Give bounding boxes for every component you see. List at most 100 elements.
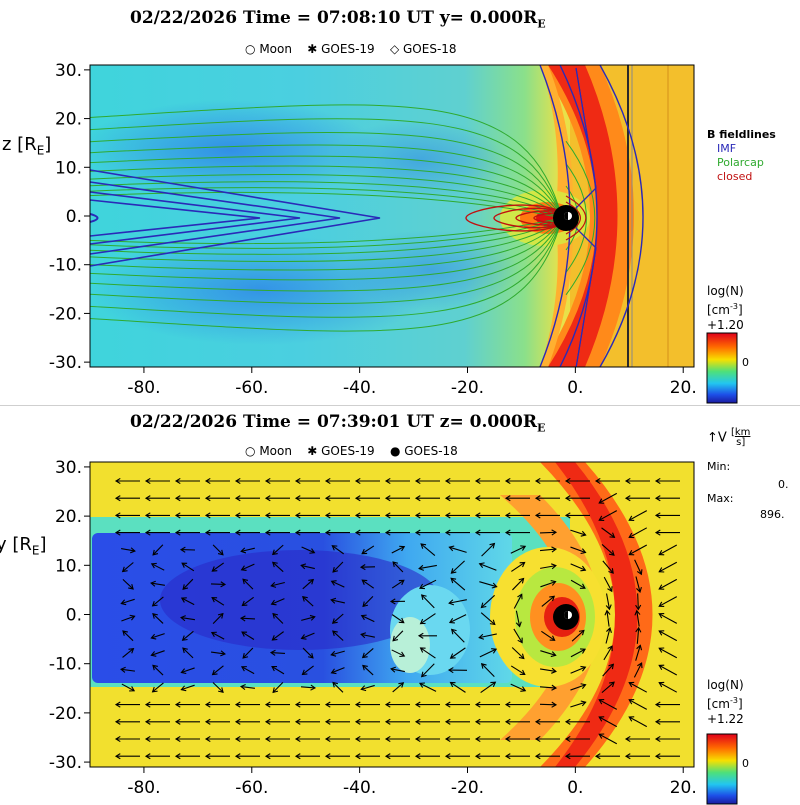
velocity-arrowhead — [389, 598, 396, 605]
velocity-arrowhead — [204, 701, 211, 708]
velocity-arrowhead — [519, 669, 526, 676]
velocity-arrowhead — [384, 512, 391, 519]
velocity-arrow — [510, 545, 526, 554]
velocity-arrowhead — [444, 495, 451, 502]
velocity-arrow — [637, 593, 639, 610]
velocity-arrowhead — [271, 635, 278, 641]
velocity-arrow — [636, 627, 640, 644]
velocity-arrow — [540, 668, 556, 672]
bottom-x-tick-label: 20. — [670, 778, 697, 798]
bottom-y-tick-label: 0. — [66, 606, 82, 626]
velocity-arrowhead — [332, 566, 339, 573]
velocity-arrowhead — [300, 634, 307, 640]
top-x-tick-label: 0. — [567, 378, 583, 398]
panel-divider — [0, 405, 800, 406]
velocity-arrow — [180, 616, 196, 621]
velocity-arrowhead — [450, 628, 457, 635]
velocity-arrowhead — [504, 512, 511, 519]
velocity-arrow — [510, 683, 526, 692]
velocity-arrowhead — [150, 651, 157, 657]
imf-fieldline — [559, 65, 598, 367]
velocity-arrow — [658, 596, 678, 607]
velocity-arrowhead — [419, 647, 426, 653]
polarcap-fieldline — [90, 217, 563, 292]
velocity-arrowhead — [354, 718, 361, 725]
velocity-arrowhead — [264, 512, 271, 519]
bottom-colorbar-mid: 0 — [742, 757, 749, 770]
fieldline-legend-title: B fieldlines — [707, 128, 776, 141]
velocity-arrowhead — [330, 650, 337, 657]
velocity-arrow — [212, 682, 224, 693]
goes19-marker-icon-2: ✱ — [307, 444, 318, 458]
moon-marker-label: Moon — [259, 42, 292, 56]
velocity-arrow — [606, 610, 610, 627]
velocity-arrow — [272, 613, 284, 624]
velocity-arrowhead — [474, 701, 481, 708]
velocity-arrowhead — [122, 630, 128, 636]
velocity-arrowhead — [239, 615, 246, 622]
velocity-arrow — [270, 651, 286, 655]
velocity-arrowhead — [361, 548, 368, 555]
velocity-arrowhead — [392, 561, 399, 567]
velocity-arrowhead — [449, 653, 456, 659]
velocity-arrowhead — [449, 681, 456, 688]
velocity-arrowhead — [361, 579, 368, 585]
velocity-arrowhead — [324, 718, 331, 725]
velocity-arrowhead — [564, 477, 571, 485]
velocity-arrow — [602, 663, 614, 677]
velocity-arrowhead — [654, 701, 661, 708]
velocity-arrow — [332, 613, 344, 624]
velocity-arrow — [481, 594, 495, 608]
velocity-arrow — [151, 563, 165, 571]
bottom-y-tick-label: -20. — [49, 704, 82, 724]
velocity-arrow — [511, 562, 525, 572]
velocity-arrow — [211, 631, 225, 640]
velocity-arrow — [658, 613, 678, 624]
top-y-axis-label: z [RE] — [2, 134, 52, 158]
velocity-arrow — [598, 716, 618, 728]
velocity-arrowhead — [594, 753, 601, 760]
top-title: 02/22/2026 Time = 07:08:10 UT y= 0.000RE — [130, 8, 546, 31]
bottom-x-tick-label: -60. — [235, 778, 268, 798]
polarcap-fieldline — [90, 217, 563, 318]
velocity-arrow — [241, 631, 255, 640]
velocity-arrowhead — [489, 619, 496, 626]
velocity-arrowhead — [384, 495, 391, 502]
velocity-arrow — [361, 579, 375, 589]
top-y-tick-label: 20. — [55, 110, 82, 130]
velocity-arrowhead — [658, 664, 665, 670]
velocity-arrowhead — [534, 477, 541, 485]
velocity-arrowhead — [330, 668, 337, 675]
velocity-arrowhead — [628, 681, 635, 688]
velocity-arrowhead — [144, 735, 151, 743]
velocity-arrowhead — [418, 682, 425, 688]
velocity-arrowhead — [204, 512, 211, 519]
velocity-arrow — [152, 596, 164, 607]
velocity-arrowhead — [354, 529, 361, 536]
polarcap-fieldline — [565, 140, 596, 296]
top-y-tick-label: -30. — [49, 353, 82, 373]
bottom-y-axis-label: y [RE] — [0, 534, 47, 558]
velocity-arrow — [301, 546, 315, 554]
velocity-arrowhead — [551, 684, 558, 691]
velocity-arrowhead — [144, 753, 151, 760]
velocity-arrowhead — [144, 718, 151, 725]
velocity-arrowhead — [390, 666, 397, 673]
velocity-arrowhead — [362, 664, 368, 671]
velocity-arrowhead — [272, 612, 279, 619]
velocity-arrow — [658, 664, 678, 676]
velocity-arrowhead — [241, 631, 248, 637]
velocity-arrow — [658, 561, 678, 573]
polarcap-fieldline — [565, 163, 587, 273]
imf-fieldline — [599, 65, 644, 367]
top-marker-legend: ○ Moon ✱ GOES-19 ◇ GOES-18 — [245, 42, 457, 56]
velocity-arrow — [479, 648, 497, 658]
velocity-arrowhead — [294, 495, 301, 502]
velocity-arrowhead — [211, 566, 218, 572]
velocity-arrowhead — [534, 735, 541, 743]
velocity-arrowhead — [444, 512, 451, 519]
velocity-arrowhead — [294, 701, 301, 708]
velocity-arrowhead — [174, 477, 181, 485]
velocity-arrowhead — [240, 666, 247, 672]
velocity-arrow — [570, 546, 586, 554]
